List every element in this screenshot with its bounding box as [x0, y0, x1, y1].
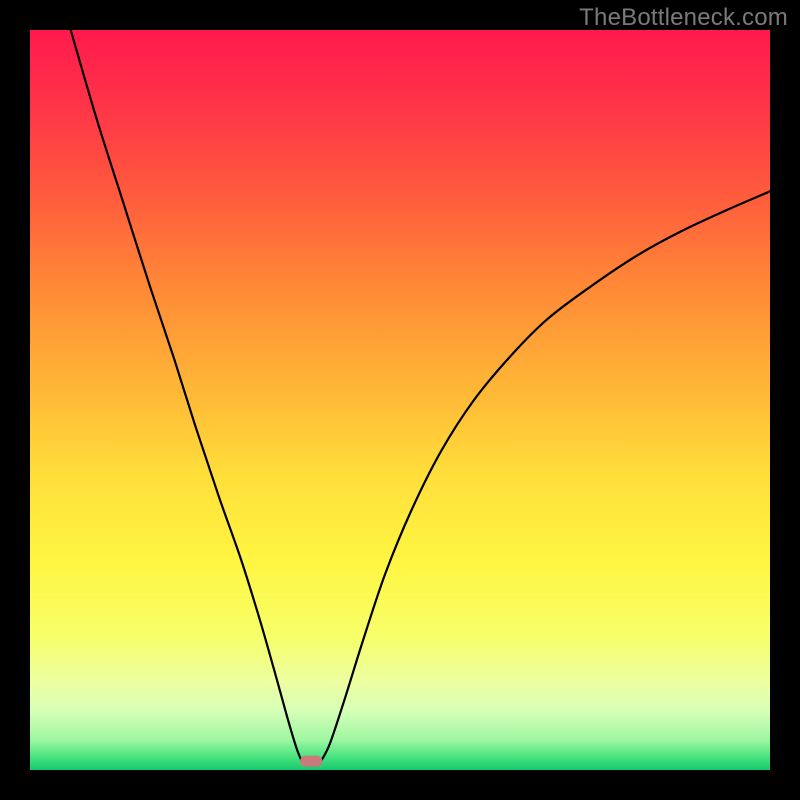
watermark-text: TheBottleneck.com	[579, 4, 788, 32]
chart-frame: TheBottleneck.com	[0, 0, 800, 800]
bottleneck-curve-chart	[0, 0, 800, 800]
cusp-marker	[300, 756, 322, 767]
gradient-background	[30, 30, 770, 770]
